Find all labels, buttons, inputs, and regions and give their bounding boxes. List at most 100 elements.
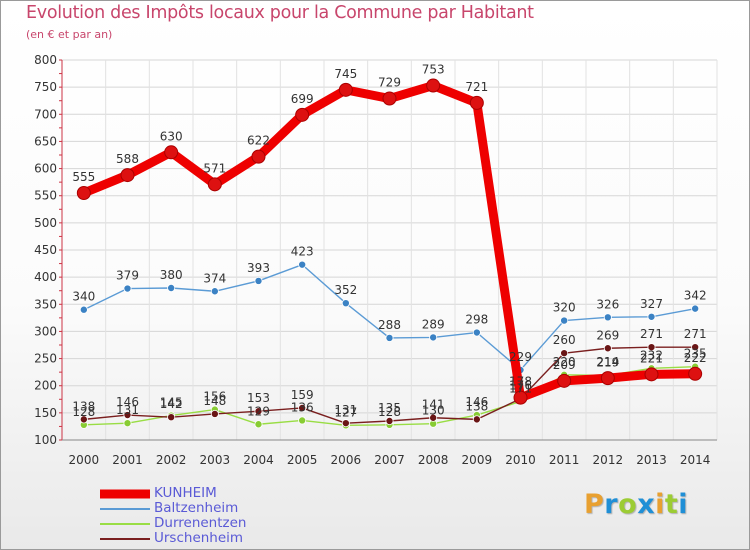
chart-title: Evolution des Impôts locaux pour la Comm…	[26, 3, 534, 23]
data-label-baltzenheim: 327	[640, 297, 663, 311]
data-point-kunheim	[426, 78, 441, 93]
data-point-urschenheim	[560, 349, 569, 358]
x-tick-label: 2002	[156, 453, 187, 467]
y-tick-label: 500	[34, 216, 57, 230]
legend-label: Baltzenheim	[154, 500, 239, 516]
y-tick-label: 350	[34, 297, 57, 311]
x-tick-label: 2011	[549, 453, 580, 467]
data-label-kunheim: 745	[334, 67, 357, 81]
data-label-durrenentzen: 128	[378, 405, 401, 419]
data-label-kunheim: 753	[422, 63, 445, 77]
data-label-kunheim: 222	[684, 351, 707, 365]
data-point-urschenheim	[472, 415, 481, 424]
legend-label: Urschenheim	[154, 530, 244, 546]
data-label-urschenheim: 138	[465, 399, 488, 413]
data-point-durrenentzen	[254, 420, 263, 429]
x-tick-label: 2000	[69, 453, 100, 467]
data-point-urschenheim	[341, 419, 350, 428]
data-label-baltzenheim: 380	[160, 268, 183, 282]
data-point-baltzenheim	[210, 287, 219, 296]
data-point-kunheim	[644, 367, 659, 382]
legend-label: KUNHEIM	[154, 485, 217, 501]
data-label-baltzenheim: 352	[334, 283, 357, 297]
x-tick-label: 2012	[593, 453, 624, 467]
x-tick-label: 2014	[680, 453, 711, 467]
x-tick-label: 2005	[287, 453, 318, 467]
data-point-durrenentzen	[123, 419, 132, 428]
y-tick-label: 150	[34, 406, 57, 420]
data-point-baltzenheim	[341, 299, 350, 308]
data-label-urschenheim: 148	[203, 394, 226, 408]
legend-swatch	[100, 537, 150, 540]
data-point-baltzenheim	[429, 333, 438, 342]
data-point-kunheim	[207, 177, 222, 192]
logo-letter: o	[618, 489, 638, 520]
data-label-baltzenheim: 342	[684, 289, 707, 303]
data-label-baltzenheim: 393	[247, 261, 270, 275]
data-point-urschenheim	[603, 344, 612, 353]
legend-item-durrenentzen: Durrenentzen	[100, 516, 320, 531]
x-tick-label: 2009	[462, 453, 493, 467]
legend-item-kunheim: KUNHEIM	[100, 486, 320, 501]
data-label-durrenentzen: 129	[247, 404, 270, 418]
data-label-kunheim: 630	[160, 129, 183, 143]
data-label-urschenheim: 260	[553, 333, 576, 347]
data-label-kunheim: 622	[247, 134, 270, 148]
data-label-urschenheim: 271	[684, 327, 707, 341]
data-label-kunheim: 729	[378, 76, 401, 90]
data-point-urschenheim	[167, 413, 176, 422]
chart-legend: KUNHEIM Baltzenheim Durrenentzen Urschenhei…	[100, 486, 320, 546]
data-label-durrenentzen: 220	[553, 355, 576, 369]
data-point-kunheim	[600, 371, 615, 386]
data-label-baltzenheim: 340	[72, 290, 95, 304]
data-label-urschenheim: 153	[247, 391, 270, 405]
data-label-durrenentzen: 232	[640, 348, 663, 362]
y-tick-label: 400	[34, 270, 57, 284]
data-point-urschenheim	[429, 413, 438, 422]
data-label-baltzenheim: 379	[116, 269, 139, 283]
data-label-baltzenheim: 423	[291, 245, 314, 259]
data-label-urschenheim: 138	[72, 399, 95, 413]
data-point-kunheim	[338, 82, 353, 97]
data-label-durrenentzen: 127	[334, 405, 357, 419]
data-label-urschenheim: 146	[116, 395, 139, 409]
data-label-urschenheim: 269	[596, 328, 619, 342]
data-point-kunheim	[688, 366, 703, 381]
data-point-kunheim	[513, 390, 528, 405]
data-point-baltzenheim	[385, 333, 394, 342]
data-label-kunheim: 721	[465, 80, 488, 94]
y-tick-label: 250	[34, 352, 57, 366]
chart-subtitle: (en € et par an)	[26, 28, 113, 41]
data-label-durrenentzen: 171	[509, 381, 532, 395]
data-label-durrenentzen: 235	[684, 347, 707, 361]
data-point-baltzenheim	[254, 276, 263, 285]
data-point-baltzenheim	[647, 312, 656, 321]
data-point-urschenheim	[647, 343, 656, 352]
logo-letter: i	[678, 489, 689, 520]
data-label-urschenheim: 159	[291, 388, 314, 402]
x-tick-label: 2003	[200, 453, 231, 467]
data-point-urschenheim	[254, 407, 263, 416]
data-point-urschenheim	[123, 411, 132, 420]
legend-swatch	[100, 522, 150, 525]
x-tick-label: 2013	[636, 453, 667, 467]
logo-letter: t	[664, 489, 679, 520]
y-tick-label: 800	[34, 53, 57, 67]
x-tick-label: 2007	[374, 453, 405, 467]
y-tick-label: 700	[34, 107, 57, 121]
data-label-baltzenheim: 298	[465, 313, 488, 327]
data-label-urschenheim: 131	[334, 403, 357, 417]
y-tick-label: 750	[34, 80, 57, 94]
data-point-kunheim	[382, 91, 397, 106]
data-label-kunheim: 699	[291, 92, 314, 106]
legend-swatch	[100, 507, 150, 510]
data-point-baltzenheim	[167, 283, 176, 292]
logo-letter: x	[637, 489, 656, 520]
data-label-urschenheim: 135	[378, 401, 401, 415]
data-point-kunheim	[557, 373, 572, 388]
logo-letter: r	[604, 489, 619, 520]
x-tick-label: 2006	[331, 453, 362, 467]
y-tick-label: 100	[34, 433, 57, 447]
data-point-urschenheim	[385, 416, 394, 425]
data-point-baltzenheim	[603, 313, 612, 322]
